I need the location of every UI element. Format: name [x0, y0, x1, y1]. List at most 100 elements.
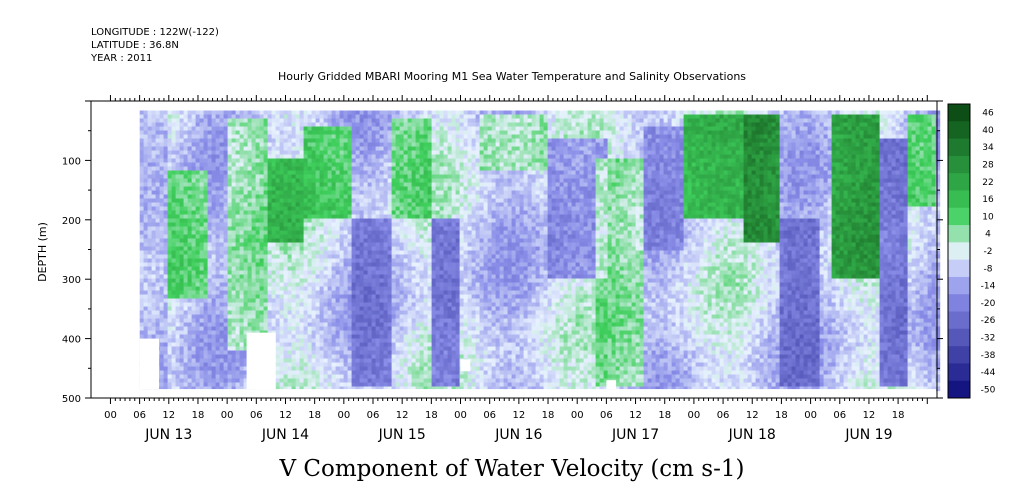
heatmap-cell: [391, 210, 397, 216]
heatmap-cell: [335, 266, 341, 272]
heatmap-cell: [223, 278, 229, 284]
heatmap-cell: [295, 198, 301, 204]
heatmap-cell: [279, 354, 285, 360]
heatmap-cell: [223, 306, 229, 312]
heatmap-cell: [283, 118, 289, 124]
heatmap-cell: [239, 306, 245, 312]
heatmap-cell: [343, 286, 349, 292]
heatmap-cell: [183, 290, 189, 296]
heatmap-cell: [187, 150, 193, 156]
heatmap-cell: [379, 298, 385, 304]
heatmap-cell: [343, 282, 349, 288]
heatmap-cell: [419, 386, 425, 392]
heatmap-cell: [207, 314, 213, 320]
heatmap-cell: [387, 238, 393, 244]
heatmap-cell: [403, 182, 409, 188]
heatmap-cell: [335, 354, 341, 360]
heatmap-cell: [163, 246, 169, 252]
heatmap-cell: [327, 310, 333, 316]
heatmap-cell: [211, 242, 217, 248]
heatmap-cell: [287, 150, 293, 156]
heatmap-cell: [247, 194, 253, 200]
heatmap-cell: [359, 202, 365, 208]
heatmap-cell: [259, 198, 265, 204]
heatmap-cell: [183, 198, 189, 204]
heatmap-cell: [183, 326, 189, 332]
heatmap-cell: [243, 318, 249, 324]
heatmap-cell: [243, 222, 249, 228]
heatmap-cell: [407, 202, 413, 208]
heatmap-cell: [215, 210, 221, 216]
heatmap-cell: [191, 258, 197, 264]
heatmap-cell: [279, 310, 285, 316]
heatmap-cell: [287, 310, 293, 316]
heatmap-cell: [195, 194, 201, 200]
heatmap-cell: [195, 186, 201, 192]
heatmap-cell: [211, 234, 217, 240]
heatmap-cell: [239, 194, 245, 200]
heatmap-cell: [231, 158, 237, 164]
heatmap-cell: [335, 126, 341, 132]
heatmap-cell: [391, 306, 397, 312]
heatmap-cell: [399, 258, 405, 264]
heatmap-cell: [171, 126, 177, 132]
heatmap-cell: [211, 122, 217, 128]
heatmap-cell: [195, 198, 201, 204]
heatmap-cell: [299, 118, 305, 124]
heatmap-cell: [383, 230, 389, 236]
heatmap-cell: [231, 258, 237, 264]
heatmap-cell: [363, 110, 369, 116]
heatmap-cell: [323, 350, 329, 356]
heatmap-cell: [403, 286, 409, 292]
heatmap-cell: [371, 294, 377, 300]
heatmap-cell: [379, 366, 385, 372]
heatmap-cell: [227, 202, 233, 208]
heatmap-cell: [179, 250, 185, 256]
heatmap-cell: [151, 126, 157, 132]
heatmap-cell: [251, 302, 257, 308]
heatmap-cell: [307, 278, 313, 284]
heatmap-cell: [331, 386, 337, 392]
heatmap-cell: [363, 366, 369, 372]
heatmap-cell: [203, 230, 209, 236]
heatmap-cell: [415, 138, 421, 144]
heatmap-cell: [207, 350, 213, 356]
heatmap-cell: [279, 242, 285, 248]
heatmap-cell: [263, 178, 269, 184]
heatmap-cell: [251, 142, 257, 148]
heatmap-cell: [359, 274, 365, 280]
heatmap-cell: [407, 342, 413, 348]
heatmap-cell: [307, 346, 313, 352]
heatmap-cell: [311, 258, 317, 264]
heatmap-cell: [379, 218, 385, 224]
heatmap-cell: [147, 178, 153, 184]
heatmap-cell: [271, 110, 277, 116]
heatmap-cell: [291, 166, 297, 172]
heatmap-cell: [195, 310, 201, 316]
heatmap-cell: [411, 162, 417, 168]
heatmap-cell: [399, 250, 405, 256]
heatmap-cell: [315, 202, 321, 208]
heatmap-cell: [387, 270, 393, 276]
heatmap-cell: [175, 162, 181, 168]
heatmap-cell: [259, 246, 265, 252]
heatmap-cell: [235, 334, 241, 340]
heatmap-cell: [159, 270, 165, 276]
heatmap-cell: [171, 118, 177, 124]
heatmap-cell: [339, 210, 345, 216]
heatmap-cell: [267, 118, 273, 124]
heatmap-cell: [223, 166, 229, 172]
heatmap-cell: [275, 386, 281, 392]
heatmap-cell: [267, 122, 273, 128]
heatmap-cell: [259, 234, 265, 240]
heatmap-cell: [235, 386, 241, 392]
heatmap-cell: [159, 110, 165, 116]
heatmap-cell: [387, 358, 393, 364]
heatmap-cell: [275, 114, 281, 120]
heatmap-cell: [307, 306, 313, 312]
heatmap-cell: [395, 186, 401, 192]
heatmap-cell: [147, 290, 153, 296]
heatmap-cell: [355, 210, 361, 216]
heatmap-cell: [311, 222, 317, 228]
heatmap-cell: [263, 202, 269, 208]
